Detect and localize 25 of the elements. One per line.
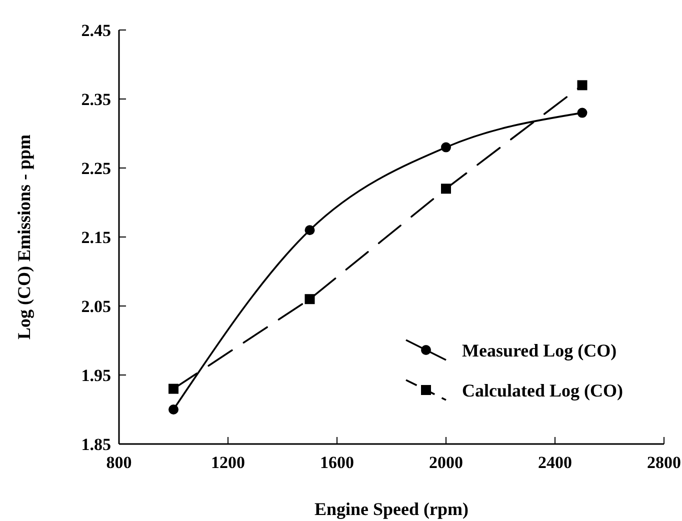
y-tick-label: 2.35 bbox=[81, 90, 111, 109]
point bbox=[577, 80, 588, 90]
y-tick-label: 2.05 bbox=[81, 296, 111, 316]
point bbox=[577, 108, 588, 118]
point bbox=[441, 142, 451, 152]
x-tick-label: 2400 bbox=[538, 453, 572, 472]
y-tick-label: 1.85 bbox=[81, 434, 111, 454]
point bbox=[168, 404, 178, 414]
point bbox=[304, 294, 315, 304]
point bbox=[168, 384, 178, 394]
x-tick-label: 2000 bbox=[429, 453, 463, 472]
y-tick-label: 2.15 bbox=[81, 228, 111, 247]
y-tick-label: 2.25 bbox=[81, 158, 111, 178]
y-tick-label: 2.45 bbox=[81, 20, 111, 40]
y-axis-title: Log (CO) Emissions - ppm bbox=[14, 134, 34, 340]
x-axis-title: Engine Speed (rpm) bbox=[314, 499, 469, 519]
x-tick-label: 2800 bbox=[647, 453, 681, 472]
x-tick-label: 1200 bbox=[211, 453, 245, 472]
point bbox=[304, 225, 315, 236]
y-tick-label: 1.95 bbox=[81, 366, 111, 385]
legend-label: Measured Log (CO) bbox=[462, 340, 617, 360]
point bbox=[441, 184, 451, 194]
x-tick-label: 1600 bbox=[320, 453, 354, 472]
x-tick-label: 800 bbox=[106, 453, 132, 472]
legend-label: Calculated Log (CO) bbox=[462, 380, 623, 400]
